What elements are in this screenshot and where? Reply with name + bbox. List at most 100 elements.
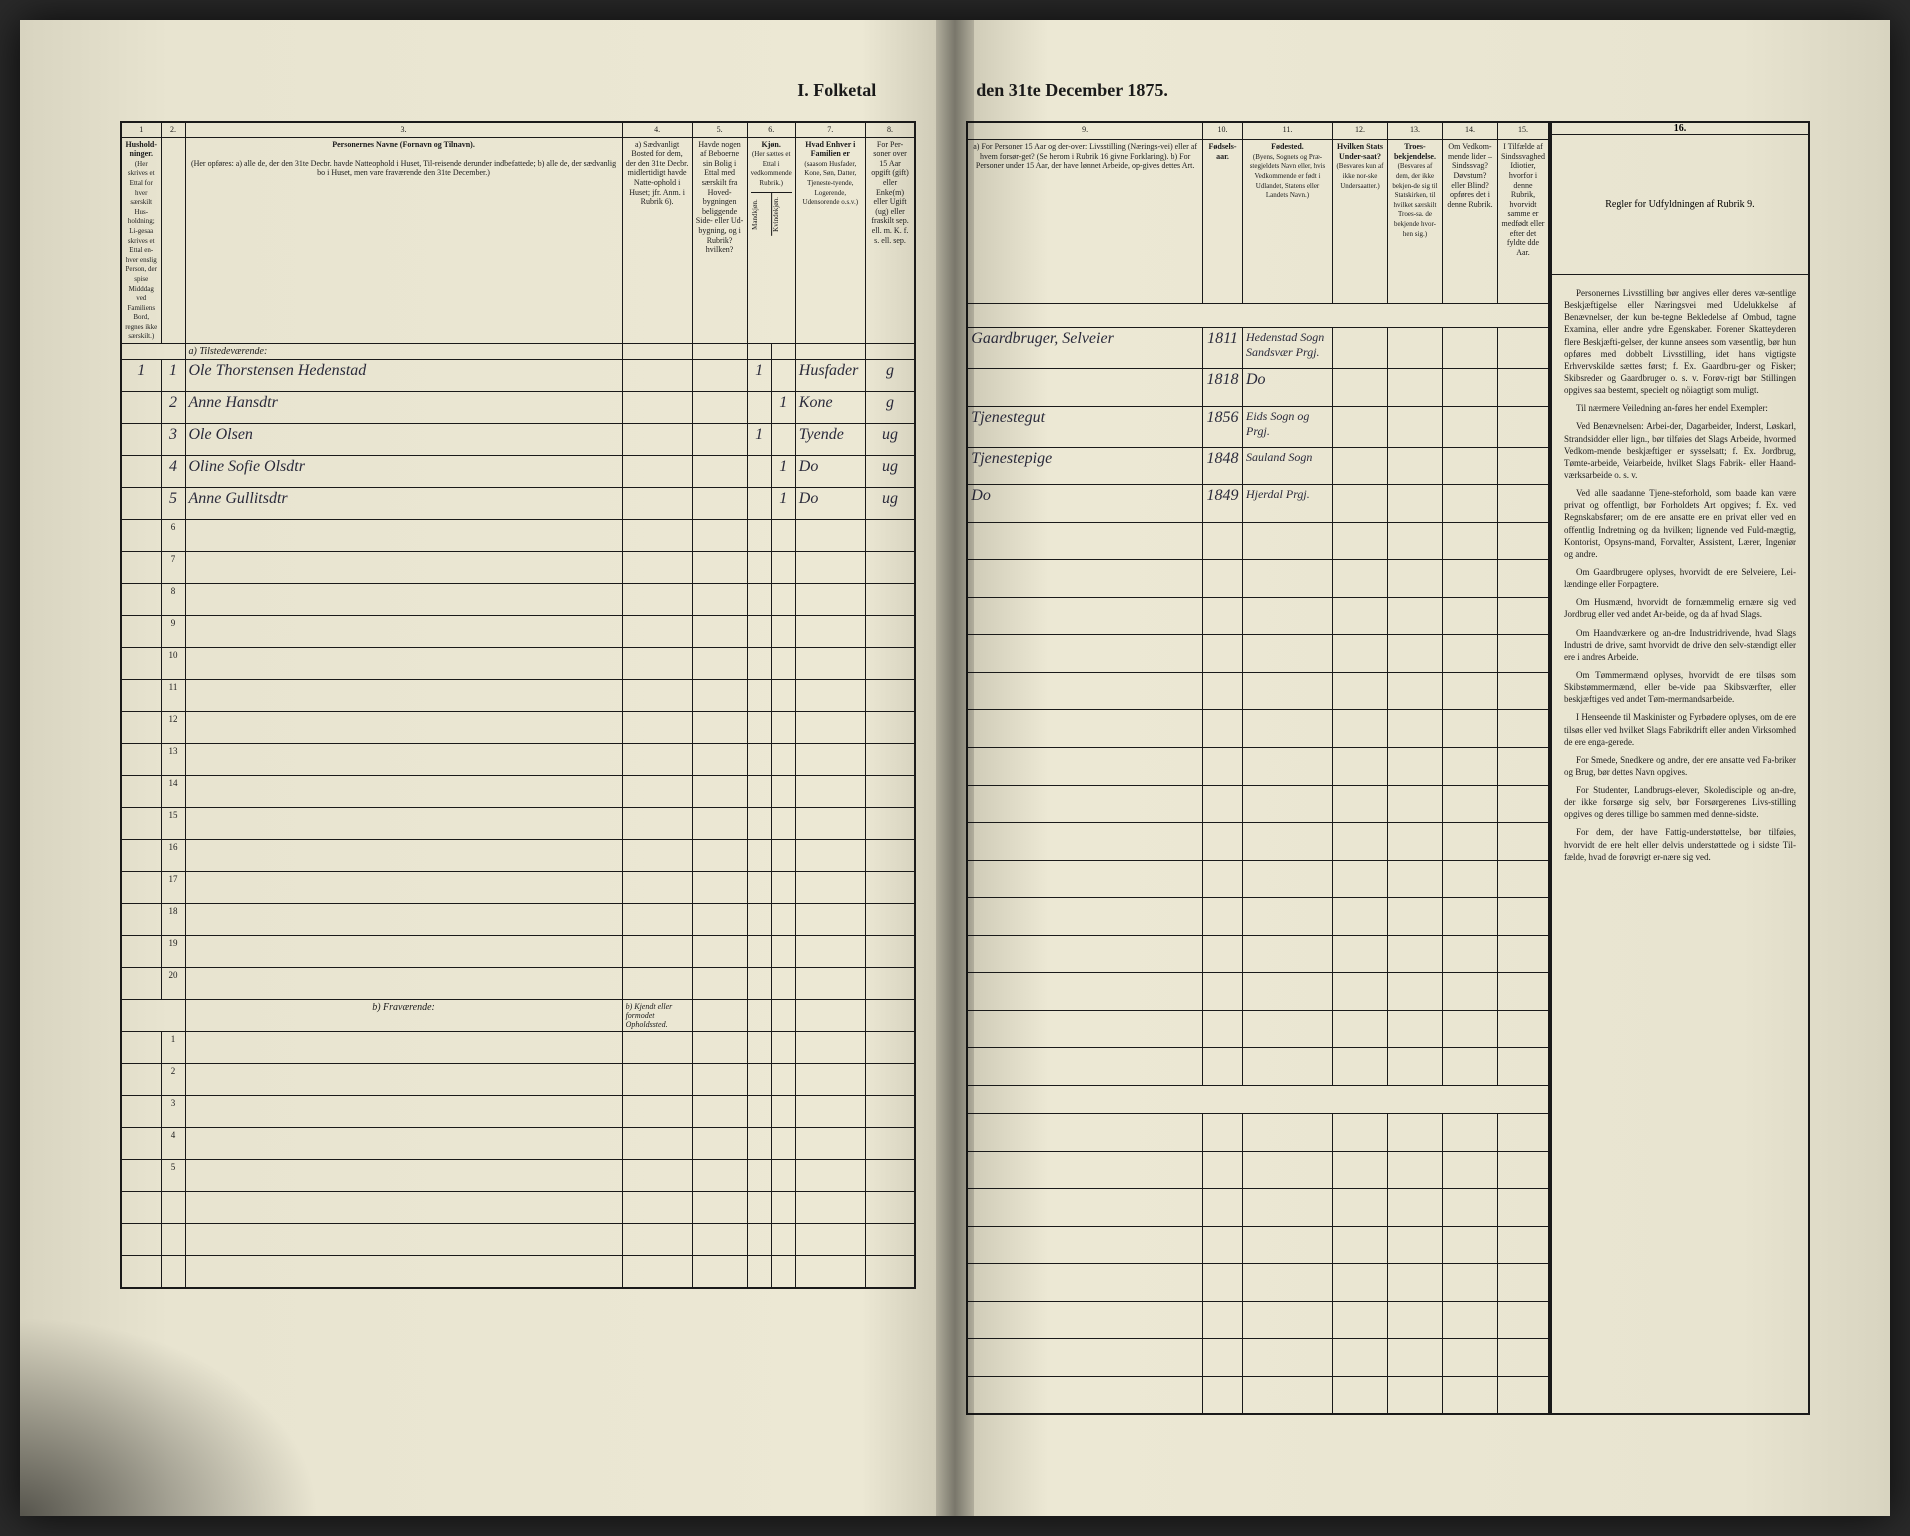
section-b-label: b) Fraværende: [185, 1000, 622, 1032]
table-row: 6 [121, 520, 915, 552]
col-num: 5. [692, 122, 747, 137]
table-row: Do 1849 Hjerdal Prgj. [967, 485, 1549, 523]
right-page: den 31te December 1875. 9. 10. 11. 12. 1… [936, 20, 1890, 1516]
table-row [967, 747, 1549, 785]
instructions-column: 16. Regler for Udfyldningen af Rubrik 9.… [1550, 121, 1810, 1415]
section-b-row: b) Fraværende: b) Kjendt eller formodet … [121, 1000, 915, 1032]
header-marital: For Per-soner over 15 Aar opgift (gift) … [865, 137, 915, 343]
table-row [967, 1264, 1549, 1302]
col-num: 13. [1387, 122, 1442, 140]
census-book-spread: I. Folketal 1 2. 3. 4. 5. 6. 7. 8. Husho… [20, 20, 1890, 1516]
table-row: 17 [121, 872, 915, 904]
table-row: 16 [121, 840, 915, 872]
section-b-row [967, 1085, 1549, 1113]
table-row: 2 Anne Hansdtr 1 Kone g [121, 392, 915, 424]
table-row [967, 597, 1549, 635]
table-row [967, 1339, 1549, 1377]
header-person-num [161, 137, 185, 343]
column-number-row: 1 2. 3. 4. 5. 6. 7. 8. [121, 122, 915, 137]
table-row: 1818 Do [967, 368, 1549, 406]
table-row: Tjenestepige 1848 Sauland Sogn [967, 447, 1549, 485]
table-row [967, 973, 1549, 1011]
table-row [967, 710, 1549, 748]
header-disability: Om Vedkom-mende lider – Sindssvag? Døvst… [1442, 140, 1497, 304]
table-row: 1 [121, 1032, 915, 1064]
ledger-table-left: 1 2. 3. 4. 5. 6. 7. 8. Hushold-ninger.(H… [120, 121, 916, 1289]
instructions-text: Personernes Livsstilling bør angives ell… [1550, 275, 1810, 1415]
col-num: 8. [865, 122, 915, 137]
header-household: Hushold-ninger.(Her skrives et Ettal for… [121, 137, 161, 343]
table-row [967, 1048, 1549, 1086]
table-row: 20 [121, 968, 915, 1000]
header-religion: Troes-bekjendelse.(Besvares af dem, der … [1387, 140, 1442, 304]
table-row [967, 935, 1549, 973]
table-row: 5 [121, 1160, 915, 1192]
col-num: 15. [1497, 122, 1549, 140]
table-row [967, 1189, 1549, 1227]
table-row: 3 [121, 1096, 915, 1128]
table-row [967, 1114, 1549, 1152]
table-row: 11 [121, 680, 915, 712]
col-num: 7. [795, 122, 865, 137]
table-row [967, 522, 1549, 560]
section-a-row: a) Tilstedeværende: [121, 344, 915, 360]
table-row: 14 [121, 776, 915, 808]
table-row: 9 [121, 616, 915, 648]
table-row: 4 [121, 1128, 915, 1160]
col-num: 9. [967, 122, 1202, 140]
col-num: 3. [185, 122, 622, 137]
table-row [967, 1376, 1549, 1414]
table-row [967, 1151, 1549, 1189]
page-title-left: I. Folketal [120, 80, 916, 101]
table-row: 12 [121, 712, 915, 744]
table-row [121, 1256, 915, 1288]
section-a-row [967, 304, 1549, 327]
table-row: Tjenestegut 1856 Eids Sogn og Prgj. [967, 406, 1549, 447]
col-num: 12. [1332, 122, 1387, 140]
column-header-row: a) For Personer 15 Aar og der-over: Livs… [967, 140, 1549, 304]
table-row: Gaardbruger, Selveier 1811 Hedenstad Sog… [967, 327, 1549, 368]
table-row [967, 1301, 1549, 1339]
header-building: Havde nogen af Beboerne sin Bolig i Etta… [692, 137, 747, 343]
table-row [121, 1224, 915, 1256]
table-row: 7 [121, 552, 915, 584]
header-birthplace: Fødested.(Byens, Sognets og Præ-stegjeld… [1242, 140, 1332, 304]
col-num: 2. [161, 122, 185, 137]
col-num: 4. [622, 122, 692, 137]
table-row: 15 [121, 808, 915, 840]
header-disability-origin: I Tilfælde af Sindssvaghed Idiotier, hvo… [1497, 140, 1549, 304]
table-row: 3 Ole Olsen 1 Tyende ug [121, 424, 915, 456]
table-row: 13 [121, 744, 915, 776]
col-num: 10. [1202, 122, 1242, 140]
table-row [967, 560, 1549, 598]
page-title-right: den 31te December 1875. [966, 80, 1810, 101]
table-row: 4 Oline Sofie Olsdtr 1 Do ug [121, 456, 915, 488]
table-row [967, 1226, 1549, 1264]
header-role: Hvad Enhver i Familien er(saasom Husfade… [795, 137, 865, 343]
table-row: 8 [121, 584, 915, 616]
col-num: 1 [121, 122, 161, 137]
header-occupation: a) For Personer 15 Aar og der-over: Livs… [967, 140, 1202, 304]
table-row [121, 1192, 915, 1224]
table-row: 1 1 Ole Thorstensen Hedenstad 1 Husfader… [121, 360, 915, 392]
table-row: 18 [121, 904, 915, 936]
table-row: 19 [121, 936, 915, 968]
table-row: 10 [121, 648, 915, 680]
table-row [967, 860, 1549, 898]
header-birthyear: Fødsels-aar. [1202, 140, 1242, 304]
table-row [967, 785, 1549, 823]
table-row [967, 1010, 1549, 1048]
header-rules: Regler for Udfyldningen af Rubrik 9. [1550, 135, 1810, 275]
table-row [967, 672, 1549, 710]
header-residence: a) Sædvanligt Bosted for dem, der den 31… [622, 137, 692, 343]
header-name: Personernes Navne (Fornavn og Tilnavn).(… [185, 137, 622, 343]
ledger-table-right: 9. 10. 11. 12. 13. 14. 15. a) For Person… [966, 121, 1550, 1415]
table-row: 5 Anne Gullitsdtr 1 Do ug [121, 488, 915, 520]
table-row [967, 823, 1549, 861]
column-number-row: 9. 10. 11. 12. 13. 14. 15. [967, 122, 1549, 140]
col-num: 6. [747, 122, 795, 137]
col-num: 14. [1442, 122, 1497, 140]
table-row [967, 635, 1549, 673]
page-shadow [20, 1316, 320, 1516]
col-num-16: 16. [1550, 121, 1810, 135]
